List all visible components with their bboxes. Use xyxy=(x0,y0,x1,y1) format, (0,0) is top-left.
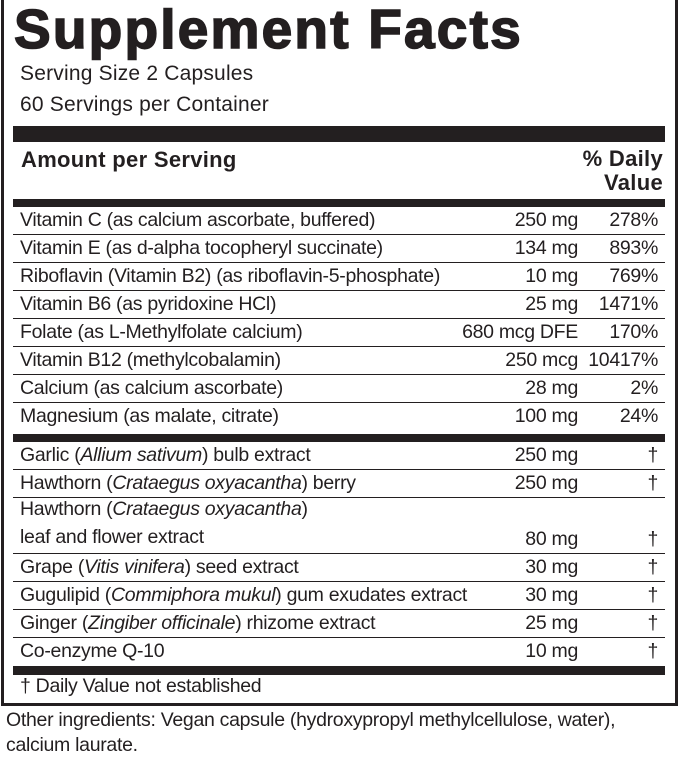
nutrient-amount: 100 mg xyxy=(514,405,579,427)
ingredient-row: Hawthorn (Crataegus oxyacantha) berry 250… xyxy=(13,470,665,498)
ingredient-name: Hawthorn (Crataegus oxyacantha) leaf and … xyxy=(20,495,308,551)
ingredient-name: Grape (Vitis vinifera) seed extract xyxy=(20,555,299,579)
ingredient-daily-value: † xyxy=(647,584,658,606)
nutrient-row: Vitamin C (as calcium ascorbate, buffere… xyxy=(13,207,665,235)
thick-divider xyxy=(13,199,665,207)
ingredient-daily-value: † xyxy=(647,640,658,662)
ingredient-row: Grape (Vitis vinifera) seed extract 30 mg… xyxy=(13,554,665,582)
ingredient-amount: 80 mg xyxy=(525,528,578,550)
ingredient-name-prefix: Hawthorn ( xyxy=(20,498,113,520)
nutrient-amount: 250 mg xyxy=(514,209,579,231)
footnote: † Daily Value not established xyxy=(20,675,262,697)
ingredient-latin-name: Allium sativum xyxy=(80,444,202,466)
ingredient-name-suffix: ) berry xyxy=(301,472,357,494)
ingredient-latin-name: Commiphora mukul xyxy=(111,584,276,606)
nutrient-daily-value: 278% xyxy=(609,209,658,231)
daily-value-header-line1: % Daily xyxy=(582,146,663,171)
nutrient-name: Vitamin C (as calcium ascorbate, buffere… xyxy=(20,209,376,231)
ingredient-latin-name: Crataegus oxyacantha xyxy=(112,498,302,520)
ingredient-amount: 25 mg xyxy=(525,612,578,634)
nutrient-daily-value: 170% xyxy=(609,321,658,343)
daily-value-header: % Daily Value xyxy=(583,147,663,195)
ingredient-row: Hawthorn (Crataegus oxyacantha) leaf and … xyxy=(13,498,665,554)
ingredient-daily-value: † xyxy=(647,472,658,494)
ingredient-name: Ginger (Zingiber officinale) rhizome ext… xyxy=(20,611,376,635)
ingredient-amount: 30 mg xyxy=(525,584,578,606)
ingredient-row: Co-enzyme Q-10 10 mg † xyxy=(13,638,665,665)
nutrient-name: Vitamin B6 (as pyridoxine HCl) xyxy=(20,293,277,315)
nutrient-name: Calcium (as calcium ascorbate) xyxy=(20,377,284,399)
ingredient-name-prefix: Grape ( xyxy=(20,556,85,578)
nutrient-daily-value: 893% xyxy=(609,237,658,259)
nutrient-name: Folate (as L-Methylfolate calcium) xyxy=(20,321,303,343)
nutrient-row: Riboflavin (Vitamin B2) (as riboflavin-5… xyxy=(13,263,665,291)
ingredient-amount: 250 mg xyxy=(514,472,579,494)
ingredient-daily-value: † xyxy=(647,444,658,466)
nutrient-row: Vitamin B12 (methylcobalamin) 250 mcg 1041… xyxy=(13,347,665,375)
nutrient-row: Folate (as L-Methylfolate calcium) 680 mc… xyxy=(13,319,665,347)
ingredient-daily-value: † xyxy=(647,528,658,550)
nutrient-daily-value: 24% xyxy=(619,405,658,427)
nutrient-daily-value: 769% xyxy=(609,265,658,287)
ingredient-name-suffix: ) gum exudates extract xyxy=(275,584,468,606)
ingredient-name-prefix: Co-enzyme Q-10 xyxy=(20,640,165,662)
thick-divider xyxy=(13,126,665,142)
ingredient-name-suffix: ) xyxy=(301,498,309,520)
amount-per-serving-header: Amount per Serving xyxy=(21,147,237,172)
ingredient-amount: 30 mg xyxy=(525,556,578,578)
ingredient-name-suffix: ) rhizome extract xyxy=(235,612,376,634)
nutrient-name: Vitamin E (as d-alpha tocopheryl succina… xyxy=(20,237,383,259)
ingredient-name-prefix: Ginger ( xyxy=(20,612,89,634)
ingredient-name: Garlic (Allium sativum) bulb extract xyxy=(20,443,311,467)
nutrient-daily-value: 10417% xyxy=(588,349,658,371)
ingredient-amount: 250 mg xyxy=(514,444,579,466)
ingredient-daily-value: † xyxy=(647,556,658,578)
thick-divider xyxy=(13,666,665,675)
nutrient-row: Vitamin B6 (as pyridoxine HCl) 25 mg 1471% xyxy=(13,291,665,319)
nutrient-amount: 10 mg xyxy=(525,265,578,287)
thick-divider xyxy=(13,434,665,442)
supplement-facts-panel: Supplement Facts Serving Size 2 Capsules… xyxy=(1,0,678,706)
nutrient-amount: 250 mcg xyxy=(505,349,578,371)
ingredient-amount: 10 mg xyxy=(525,640,578,662)
nutrient-name: Riboflavin (Vitamin B2) (as riboflavin-5… xyxy=(20,265,441,287)
ingredient-name: Hawthorn (Crataegus oxyacantha) berry xyxy=(20,471,356,495)
ingredient-daily-value: † xyxy=(647,612,658,634)
ingredient-latin-name: Zingiber officinale xyxy=(88,612,236,634)
ingredient-name: Co-enzyme Q-10 xyxy=(20,639,165,663)
servings-per-container: 60 Servings per Container xyxy=(20,93,269,116)
nutrient-amount: 134 mg xyxy=(514,237,579,259)
ingredient-name-suffix: ) seed extract xyxy=(184,556,299,578)
ingredient-latin-name: Vitis vinifera xyxy=(84,556,185,578)
daily-value-header-line2: Value xyxy=(604,170,663,195)
ingredient-name: Gugulipid (Commiphora mukul) gum exudate… xyxy=(20,583,467,607)
nutrient-amount: 25 mg xyxy=(525,293,578,315)
nutrient-row: Vitamin E (as d-alpha tocopheryl succina… xyxy=(13,235,665,263)
other-ingredients: Other ingredients: Vegan capsule (hydrox… xyxy=(6,709,616,756)
ingredient-name-prefix: Hawthorn ( xyxy=(20,472,113,494)
panel-title: Supplement Facts xyxy=(13,0,523,60)
ingredient-name-prefix: Gugulipid ( xyxy=(20,584,112,606)
nutrient-amount: 28 mg xyxy=(525,377,578,399)
ingredient-row: Ginger (Zingiber officinale) rhizome ext… xyxy=(13,610,665,638)
nutrient-amount: 680 mcg DFE xyxy=(462,321,578,343)
serving-size: Serving Size 2 Capsules xyxy=(20,62,254,85)
nutrient-daily-value: 1471% xyxy=(598,293,659,315)
nutrient-name: Vitamin B12 (methylcobalamin) xyxy=(20,349,281,371)
ingredient-row: Gugulipid (Commiphora mukul) gum exudate… xyxy=(13,582,665,610)
nutrient-name: Magnesium (as malate, citrate) xyxy=(20,405,279,427)
nutrient-row: Calcium (as calcium ascorbate) 28 mg 2% xyxy=(13,375,665,403)
ingredient-name-suffix: ) bulb extract xyxy=(201,444,311,466)
ingredient-latin-name: Crataegus oxyacantha xyxy=(112,472,302,494)
nutrient-row: Magnesium (as malate, citrate) 100 mg 24% xyxy=(13,403,665,430)
ingredient-name-prefix: Garlic ( xyxy=(20,444,81,466)
nutrient-daily-value: 2% xyxy=(630,377,658,399)
ingredient-name-line2: leaf and flower extract xyxy=(20,526,204,548)
ingredient-row: Garlic (Allium sativum) bulb extract 250 … xyxy=(13,442,665,470)
